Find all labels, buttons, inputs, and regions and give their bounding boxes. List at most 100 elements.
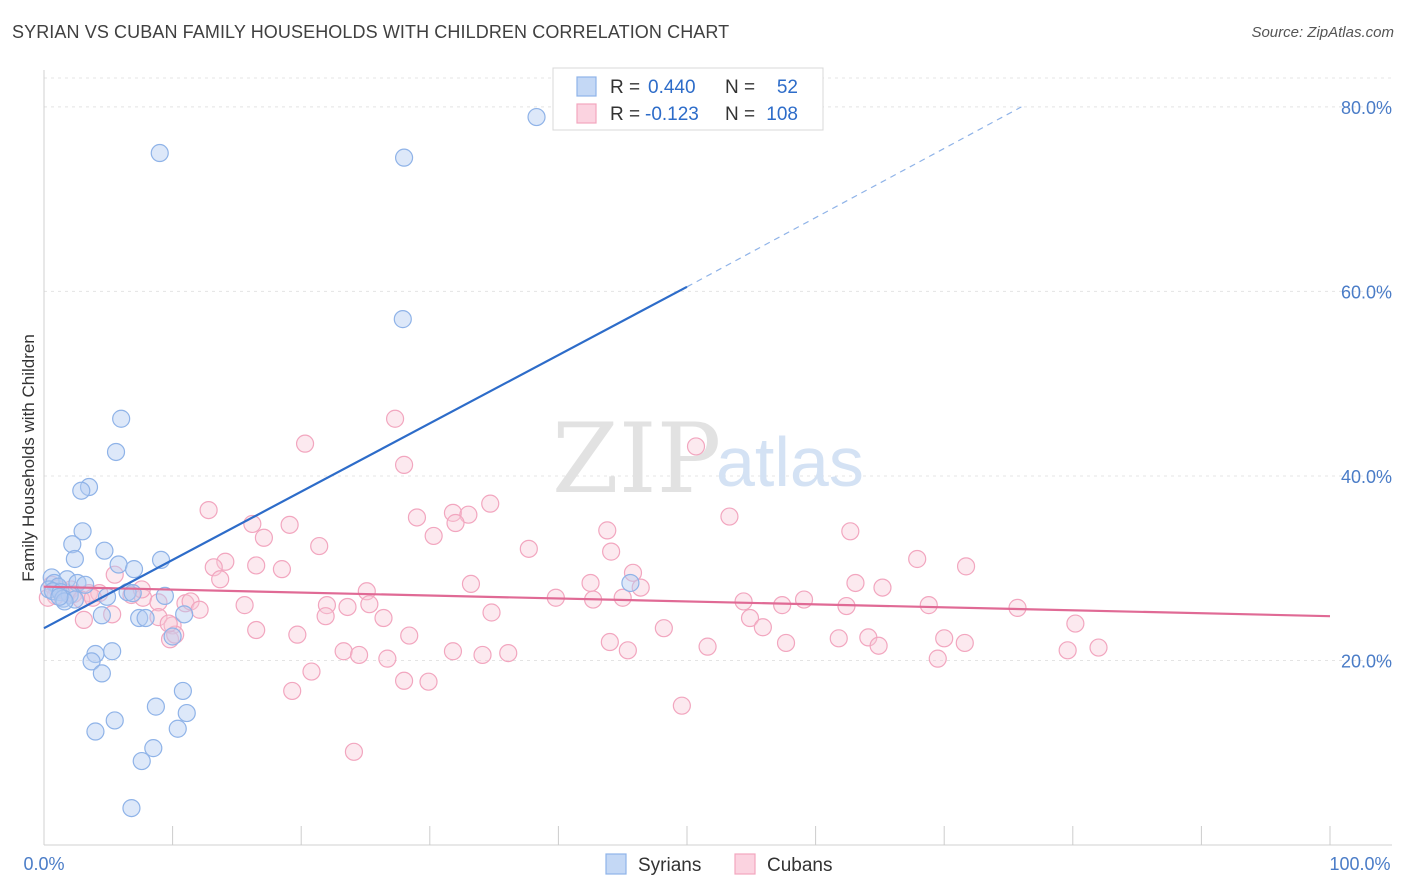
point-cubans [374, 608, 393, 628]
point-cubans [908, 549, 927, 569]
y-tick-label: 20.0% [1341, 651, 1392, 671]
point-syrians [150, 143, 169, 163]
point-cubans [773, 596, 792, 615]
series-syrians-points [40, 107, 640, 818]
point-cubans [740, 608, 760, 628]
point-syrians [73, 522, 92, 541]
stats-legend-box [552, 67, 824, 131]
point-cubans [481, 494, 500, 513]
trend-line-cubans [43, 585, 1331, 618]
point-cubans [618, 641, 637, 660]
point-cubans [216, 552, 235, 571]
point-cubans [385, 409, 405, 428]
point-syrians [155, 586, 174, 605]
point-cubans [473, 645, 492, 665]
point-cubans [919, 596, 938, 615]
point-cubans [295, 434, 315, 453]
point-cubans [1066, 614, 1085, 633]
point-cubans [360, 595, 379, 614]
x-tick-label-max: 100.0% [1329, 854, 1390, 874]
point-syrians [621, 573, 640, 593]
stats-r-value-syrians: 0.440 [648, 77, 696, 98]
point-cubans [400, 626, 419, 645]
point-cubans [499, 643, 518, 663]
y-tick-label: 80.0% [1341, 98, 1392, 118]
point-cubans [720, 507, 739, 526]
y-tick-label: 60.0% [1341, 282, 1392, 302]
point-syrians [109, 555, 128, 574]
point-syrians [123, 584, 142, 603]
stats-n-value-syrians: 52 [777, 77, 798, 98]
point-cubans [482, 603, 501, 622]
point-syrians [168, 719, 187, 738]
watermark-atlas: atlas [716, 423, 864, 501]
point-cubans [235, 596, 254, 615]
point-syrians [92, 664, 111, 683]
point-syrians [146, 697, 165, 716]
point-syrians [72, 481, 91, 500]
point-cubans [407, 508, 427, 527]
point-syrians [122, 798, 141, 818]
point-syrians [105, 711, 124, 730]
y-tick-label: 40.0% [1341, 467, 1392, 487]
point-cubans [302, 662, 321, 681]
point-cubans [394, 455, 414, 474]
point-syrians [177, 703, 196, 723]
point-cubans [74, 610, 93, 629]
point-cubans [254, 528, 274, 547]
point-cubans [247, 620, 266, 640]
point-cubans [272, 560, 292, 579]
point-cubans [846, 573, 865, 593]
point-cubans [734, 592, 753, 611]
series-legend: Syrians Cubans [605, 853, 833, 876]
point-cubans [928, 649, 947, 668]
point-cubans [190, 600, 209, 619]
point-syrians [175, 605, 194, 624]
point-cubans [310, 536, 329, 556]
point-cubans [344, 742, 364, 761]
point-syrians [103, 642, 122, 661]
point-cubans [672, 696, 691, 715]
point-cubans [419, 672, 438, 691]
point-syrians [394, 148, 414, 167]
point-cubans [283, 681, 302, 701]
point-cubans [424, 526, 443, 546]
point-cubans [598, 521, 617, 540]
stats-n-value-cubans: 108 [766, 104, 798, 125]
point-cubans [1058, 641, 1077, 660]
point-cubans [794, 590, 814, 609]
point-cubans [602, 542, 621, 561]
point-cubans [149, 608, 168, 627]
point-syrians [163, 627, 182, 646]
trend-line-syrians [43, 285, 688, 630]
stats-r-label-cubans: R = [610, 104, 640, 125]
point-syrians [124, 560, 144, 579]
point-syrians [106, 442, 126, 462]
legend-label-cubans: Cubans [767, 855, 833, 876]
watermark-zip: ZIP [552, 403, 721, 515]
point-cubans [698, 637, 717, 656]
point-cubans [211, 570, 230, 589]
stats-legend-swatch-syrians [576, 76, 597, 97]
point-cubans [394, 671, 414, 690]
point-cubans [829, 629, 848, 648]
point-cubans [1089, 638, 1108, 657]
stats-r-value-cubans: -0.123 [645, 104, 699, 125]
point-cubans [600, 632, 619, 652]
point-syrians [527, 107, 546, 127]
point-cubans [873, 578, 892, 597]
point-cubans [288, 625, 307, 644]
point-cubans [776, 633, 796, 653]
point-cubans [955, 633, 974, 653]
point-cubans [581, 573, 600, 593]
point-syrians [136, 608, 155, 628]
point-cubans [686, 437, 706, 456]
point-cubans [631, 578, 650, 597]
stats-n-label-syrians: N = [725, 77, 755, 98]
point-cubans [613, 588, 632, 607]
stats-r-label-syrians: R = [610, 77, 640, 98]
point-syrians [144, 739, 163, 758]
point-cubans [753, 618, 772, 637]
point-cubans [956, 557, 976, 576]
